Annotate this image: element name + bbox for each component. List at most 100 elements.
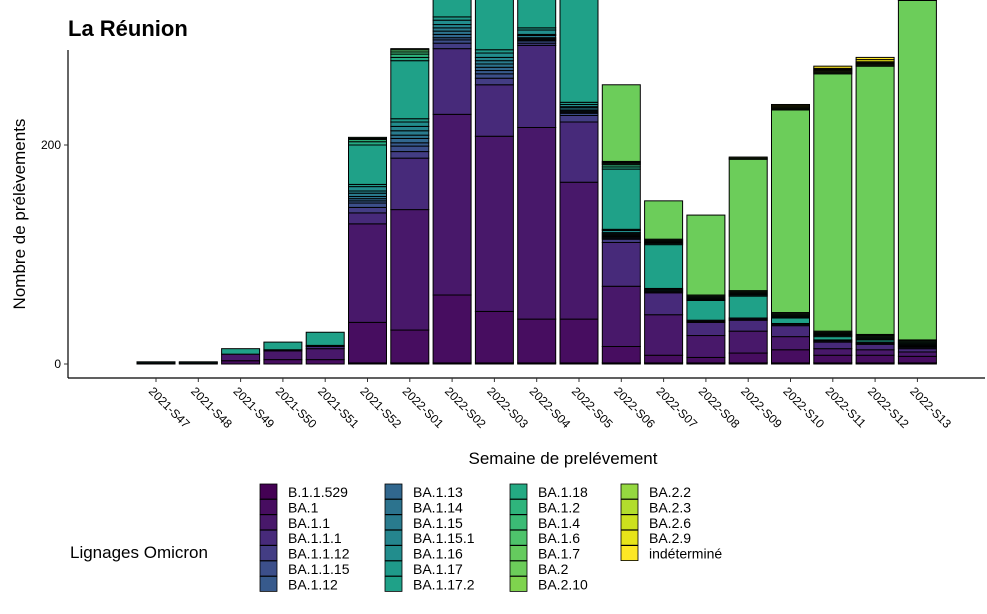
legend-label-BA.1.4: BA.1.4 [538,515,580,531]
bar-segment-2021-S49-BA.1.1 [221,353,261,362]
legend-key-BA.1.17.2 [384,576,403,592]
bar-segment-2022-S03-BA.1.16 [474,52,514,58]
legend-title: Lignages Omicron [70,543,208,562]
bar-segment-2022-S07-BA.1.1 [644,314,684,356]
bar-segment-2022-S08-BA.2 [686,214,726,296]
bar-segment-2022-S03-BA.1.1 [474,135,514,312]
legend-key-BA.1.4 [509,514,528,531]
bar-segment-2022-S06-BA.1.17.2 [601,168,641,230]
bar-segment-2022-S10-BA.1.1 [771,336,810,351]
bar-segment-2022-S02-BA.1 [432,294,472,364]
legend-key-BA.1.1.15 [259,560,278,577]
bar-segment-2022-S04-BA.1.16 [517,29,557,35]
legend-key-BA.1 [259,498,278,515]
bar-segment-2022-S05-BA.1.1.12 [559,114,599,123]
bar-segment-2022-S11-BA.2 [813,73,853,332]
legend-key-BA.2.3 [620,498,639,515]
x-tick-label-2022-S02: 2022-S02 [442,384,489,431]
bar-segment-2022-S11-BA.1 [813,354,853,364]
x-tick-label-2022-S06: 2022-S06 [611,384,658,431]
legend-label-BA.2.2: BA.2.2 [649,484,691,500]
bar-segment-2022-S08-BA.1.1 [686,335,726,358]
bar-segment-2022-S01-BA.1 [390,329,430,364]
bar-segment-2022-S02-BA.1.16 [432,19,472,26]
bar-segment-2022-S05-BA.1.17.2 [559,0,599,103]
x-tick-label-2022-S12: 2022-S12 [865,384,912,431]
bar-segment-2022-S01-BA.1.1.1 [390,157,430,211]
legend-key-BA.2.9 [620,529,639,546]
legend-key-BA.1.13 [384,483,403,500]
legend-key-BA.1.14 [384,498,403,515]
legend-label-BA.1.13: BA.1.13 [413,484,463,500]
bar-segment-2022-S11-indéterminé [813,65,853,69]
bar-segment-2021-S47-BA.1.17.2 [136,361,176,364]
bar-segment-2022-S10-BA.1.17.2 [771,317,810,324]
legend-key-BA.1.6 [509,529,528,546]
bar-segment-2022-S08-BA.1 [686,356,726,364]
bar-segment-2022-S12-indéterminé [855,56,895,61]
bar-segment-2022-S01-BA.1.17.2 [390,60,430,120]
legend-label-BA.1.12: BA.1.12 [288,576,338,592]
bar-segment-2021-S52-BA.1 [348,321,387,364]
bar-segment-2022-S04-BA.1.1.1 [517,44,557,128]
bar-segment-2022-S06-BA.2 [601,84,641,162]
x-tick-label-2022-S09: 2022-S09 [738,384,785,431]
legend-label-indéterminé: indéterminé [649,546,722,562]
bar-segment-2022-S06-BA.1.1.1 [601,241,641,287]
bar-segment-2022-S13-BA.1.1 [897,351,937,357]
bar-segment-2021-S48-BA.1.17.2 [178,361,218,364]
bar-segment-2021-S50-BA.1.17.2 [263,341,303,351]
bar-segment-2021-S52-BA.1.1.15 [348,202,387,208]
y-tick-label-0: 0 [54,357,61,371]
legend-label-BA.1.17.2: BA.1.17.2 [413,576,475,592]
bar-segment-2022-S06-BA.1 [601,345,641,364]
legend-key-BA.1.16 [384,545,403,561]
legend-key-indéterminé [620,545,639,561]
bar-segment-2022-S01-BA.1.15 [390,130,430,136]
legend-key-BA.2 [509,560,528,577]
chart-title: La Réunion [68,16,188,41]
bar-segment-2022-S03-BA.1.1.1 [474,84,514,137]
bar-segment-2022-S09-BA.2 [728,158,768,292]
bar-segment-2022-S13-BA.2 [897,0,937,341]
bar-segment-2022-S01-BA.2 [390,48,430,51]
legend-label-BA.1: BA.1 [288,499,319,515]
bar-segment-2022-S04-BA.1.1 [517,126,557,320]
x-tick-label-2022-S03: 2022-S03 [484,384,531,431]
legend-label-BA.1.1.15: BA.1.1.15 [288,561,350,577]
legend-key-BA.2.10 [509,576,528,592]
bar-segment-2021-S52-BA.1.1.12 [348,206,387,214]
bars-layer [136,0,937,365]
x-tick-label-2021-S52: 2021-S52 [357,384,404,431]
bar-segment-2022-S12-BA.1.1 [855,349,895,356]
x-tick-label-2022-S01: 2022-S01 [400,384,447,431]
bar-segment-2022-S10-BA.2 [771,109,810,314]
bar-segment-2021-S51-BA.1.1 [305,348,345,361]
legend-label-BA.1.1.1: BA.1.1.1 [288,530,342,546]
bar-segment-2021-S52-BA.1.17.2 [348,144,387,185]
legend-label-BA.2.3: BA.2.3 [649,499,691,515]
legend-label-BA.1.18: BA.1.18 [538,484,588,500]
legend-key-BA.1.15.1 [384,529,403,546]
bar-segment-2022-S11-BA.1.1.1 [813,341,853,350]
bar-segment-2021-S51-BA.1 [305,359,345,365]
bar-segment-2022-S12-BA.2 [855,65,895,335]
bar-segment-2022-S12-BA.1.1.1 [855,343,895,351]
bar-segment-2022-S06-BA.1.1 [601,285,641,347]
bar-segment-2022-S01-BA.1.13 [390,137,430,144]
bar-segment-2022-S10-BA.1 [771,349,810,364]
bar-segment-2022-S10-indéterminé [771,103,810,107]
legend-key-BA.2.2 [620,483,639,500]
legend-key-BA.1.15 [384,514,403,531]
x-tick-label-2021-S51: 2021-S51 [315,384,362,431]
bar-segment-2021-S50-BA.1 [263,359,303,365]
bar-segment-2022-S12-BA.1 [855,354,895,364]
legend-label-BA.1.15.1: BA.1.15.1 [413,530,475,546]
bar-segment-2022-S03-BA.1.1.15 [474,73,514,79]
legend-key-BA.1.2 [509,498,528,515]
legend-label-BA.1.1.12: BA.1.1.12 [288,546,350,562]
x-axis-title: Semaine de prelévement [468,449,657,468]
x-tick-label-2022-S13: 2022-S13 [907,384,954,431]
bar-segment-2021-S50-BA.1.1 [263,350,303,361]
bar-segment-2022-S02-BA.1.1 [432,113,472,296]
